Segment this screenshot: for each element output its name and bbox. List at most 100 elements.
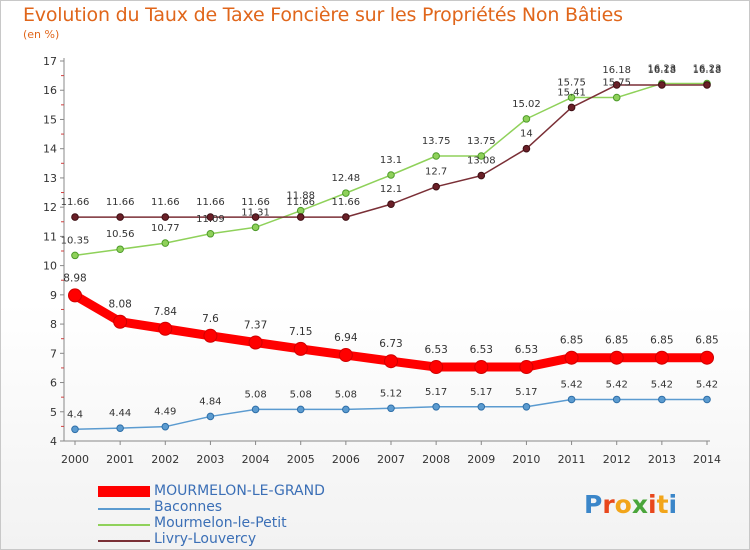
x-tick-label: 2002 <box>151 453 179 466</box>
data-label: 5.17 <box>515 387 537 398</box>
data-point <box>658 395 666 404</box>
data-point <box>251 405 260 414</box>
data-label: 8.98 <box>63 272 86 284</box>
data-label: 11.66 <box>106 197 135 208</box>
data-label: 5.42 <box>651 379 673 390</box>
logo-letter: i <box>668 490 678 519</box>
data-label: 15.41 <box>557 87 586 98</box>
data-label: 8.08 <box>108 299 131 311</box>
data-label: 16.18 <box>648 65 677 76</box>
data-label: 11.66 <box>332 197 361 208</box>
data-label: 5.08 <box>290 389 312 400</box>
data-point <box>203 328 218 343</box>
data-label: 16.23 <box>648 64 677 75</box>
data-point <box>522 144 531 153</box>
data-label: 5.12 <box>380 388 402 399</box>
data-label: 4.4 <box>67 409 83 420</box>
data-point <box>567 103 576 112</box>
x-tick-label: 2010 <box>512 453 540 466</box>
data-point <box>432 182 440 191</box>
logo-letter: P <box>584 490 603 519</box>
data-label: 6.73 <box>379 338 402 350</box>
x-tick-label: 2000 <box>61 453 89 466</box>
y-tick-label: 15 <box>43 113 57 126</box>
data-label: 12.48 <box>332 173 361 184</box>
data-point <box>248 335 263 350</box>
data-label: 5.08 <box>244 389 266 400</box>
data-point <box>477 152 486 160</box>
data-point <box>700 350 714 365</box>
data-label: 13.75 <box>422 136 451 147</box>
y-tick-label: 14 <box>43 143 57 156</box>
x-tick-label: 2011 <box>558 453 586 466</box>
y-tick-label: 5 <box>50 406 57 419</box>
chart-unit-label: (en %) <box>23 28 60 41</box>
data-label: 10.56 <box>106 229 135 240</box>
data-label: 4.49 <box>154 407 176 418</box>
data-point <box>387 200 395 209</box>
data-label: 15.75 <box>557 78 586 89</box>
data-label: 7.6 <box>202 313 219 325</box>
data-label: 12.7 <box>425 167 447 178</box>
data-point <box>71 213 79 221</box>
data-label: 5.42 <box>606 379 628 390</box>
data-label: 10.77 <box>151 223 180 234</box>
data-point <box>612 81 621 89</box>
legend-label: MOURMELON-LE-GRAND <box>154 483 325 499</box>
x-tick-label: 2004 <box>242 453 270 466</box>
y-tick-label: 12 <box>43 201 57 214</box>
data-point <box>296 213 305 221</box>
data-point <box>567 93 576 102</box>
data-label: 11.31 <box>241 207 270 218</box>
data-point <box>384 354 398 369</box>
data-point <box>612 93 621 102</box>
data-point <box>342 405 350 414</box>
data-point <box>116 213 124 221</box>
data-label: 6.85 <box>650 335 673 347</box>
y-tick-label: 13 <box>43 172 57 185</box>
y-tick-label: 11 <box>43 230 57 243</box>
data-point <box>387 404 395 413</box>
data-point <box>206 229 215 238</box>
data-point <box>206 213 215 221</box>
proxiti-logo: Proxiti <box>584 490 677 519</box>
data-point <box>612 395 621 404</box>
logo-letter: t <box>656 490 669 519</box>
data-label: 16.18 <box>693 65 722 76</box>
data-point <box>338 348 353 363</box>
data-point <box>113 314 128 329</box>
data-label: 12.1 <box>380 184 402 195</box>
data-label: 11.09 <box>196 214 225 225</box>
data-point <box>519 360 534 375</box>
logo-letter: r <box>602 490 615 519</box>
data-point <box>474 360 489 375</box>
y-tick-label: 7 <box>50 347 57 360</box>
axes: 4 5 6 7 8 9 10 11 12 13 14 15 16 17 2000 2001 2002 2003 20… <box>43 55 721 466</box>
data-point <box>161 422 170 431</box>
data-point <box>116 245 124 254</box>
data-point <box>387 171 395 179</box>
x-tick-label: 2001 <box>106 453 134 466</box>
data-point <box>477 403 486 411</box>
y-tick-label: 10 <box>43 260 57 273</box>
data-label: 4.84 <box>199 396 221 407</box>
logo-letter: o <box>614 490 632 519</box>
x-tick-label: 2005 <box>287 453 315 466</box>
legend-swatch <box>98 524 150 526</box>
y-tick-label: 9 <box>50 289 57 302</box>
data-label: 5.42 <box>696 379 718 390</box>
data-point <box>296 405 305 414</box>
series-layer <box>68 79 714 434</box>
data-point <box>429 360 444 375</box>
data-point <box>658 81 666 89</box>
data-label: 7.37 <box>244 319 267 331</box>
data-point <box>609 350 624 365</box>
data-label: 13.08 <box>467 156 496 167</box>
data-point <box>71 251 79 260</box>
data-label: 5.17 <box>470 387 492 398</box>
data-point <box>564 350 579 365</box>
data-point <box>654 350 669 365</box>
data-label: 16.18 <box>602 65 631 76</box>
data-label: 11.66 <box>286 197 315 208</box>
x-tick-label: 2012 <box>603 453 631 466</box>
